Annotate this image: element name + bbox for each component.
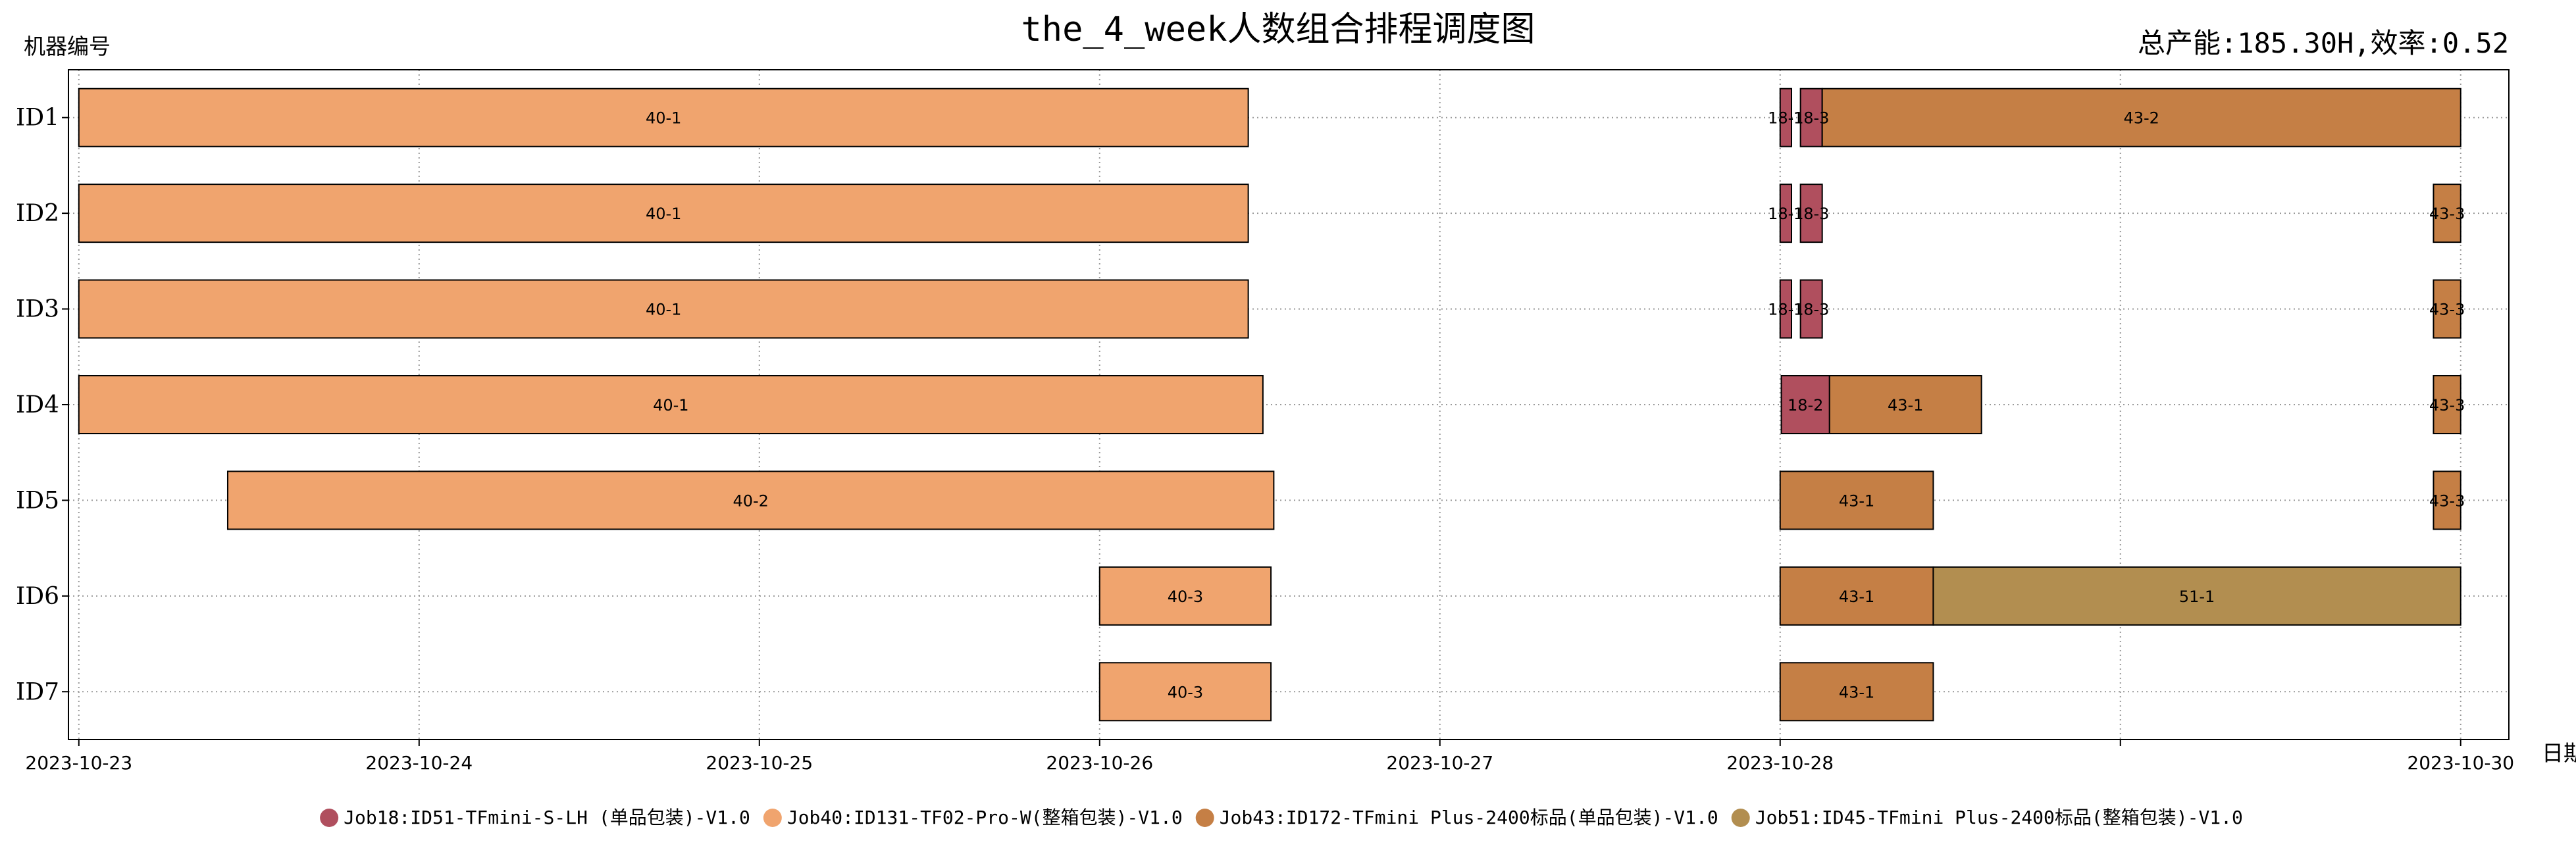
task-bar <box>1779 662 1934 722</box>
y-tick-label: ID4 <box>16 391 59 418</box>
legend-label: Job51:ID45-TFmini Plus-2400标品(整箱包装)-V1.0 <box>1755 807 2243 828</box>
task-label: 43-1 <box>1839 588 1874 606</box>
y-tick-label: ID3 <box>16 296 59 323</box>
task-bar <box>1098 566 1272 626</box>
task-bar <box>1799 279 1823 339</box>
task-labels: 40-1 18-118-3 43-240-1 18-118-3 43-340-1 18-1… <box>646 109 2465 702</box>
legend-marker <box>320 809 339 827</box>
task-label: 18-3 <box>1793 301 1829 319</box>
y-tick-label: ID7 <box>16 678 59 705</box>
chart-subtitle: 总产能:185.30H,效率:0.52 <box>2138 27 2509 59</box>
grid-lines <box>68 70 2509 740</box>
task-label: 40-3 <box>1168 588 1203 606</box>
y-ticks: ID1 ID2 ID3 ID4 ID5 ID6 ID7 <box>16 105 68 705</box>
task-label: 40-2 <box>733 491 768 510</box>
legend-label: Job18:ID51-TFmini-S-LH (单品包装)-V1.0 <box>344 807 750 828</box>
task-label: 43-1 <box>1888 396 1923 414</box>
task-bar <box>1779 279 1793 339</box>
task-bar <box>1821 88 2461 147</box>
x-tick-label: 2023-10-30 <box>2407 752 2514 774</box>
task-label: 43-1 <box>1839 683 1874 701</box>
task-label: 43-3 <box>2429 301 2465 319</box>
task-label: 40-1 <box>653 396 688 414</box>
x-axis-label: 日期 <box>2542 740 2576 766</box>
task-bar <box>1779 470 1934 530</box>
task-label: 43-3 <box>2429 491 2465 510</box>
x-tick-label: 2023-10-26 <box>1046 752 1153 774</box>
task-bar <box>1779 184 1793 243</box>
y-tick-label: ID5 <box>16 487 59 514</box>
legend-marker <box>763 809 782 827</box>
task-label: 18-2 <box>1788 396 1823 414</box>
task-bar <box>2433 470 2461 530</box>
task-label: 40-3 <box>1168 683 1203 701</box>
x-tick-label: 2023-10-24 <box>365 752 473 774</box>
task-label: 40-1 <box>646 205 681 223</box>
task-label: 18-1 <box>1768 301 1803 319</box>
legend-label: Job40:ID131-TF02-Pro-W(整箱包装)-V1.0 <box>787 807 1183 828</box>
task-label: 18-3 <box>1793 109 1829 128</box>
legend-label: Job43:ID172-TFmini Plus-2400标品(单品包装)-V1.… <box>1220 807 1718 828</box>
task-label: 43-2 <box>2123 109 2159 128</box>
y-tick-label: ID6 <box>16 583 59 610</box>
task-bar <box>1828 375 1982 434</box>
task-bar <box>226 470 1275 530</box>
task-bar <box>1780 375 1830 434</box>
task-bar <box>1779 566 1934 626</box>
task-bar <box>2433 279 2461 339</box>
x-tick-label: 2023-10-23 <box>25 752 132 774</box>
task-bar <box>1779 88 1793 147</box>
task-bar <box>2433 184 2461 243</box>
task-label: 18-3 <box>1793 205 1829 223</box>
task-bars <box>78 88 2461 722</box>
task-bar <box>1932 566 2461 626</box>
task-label: 43-3 <box>2429 396 2465 414</box>
task-label: 18-1 <box>1768 109 1803 128</box>
task-bar <box>1098 662 1272 722</box>
task-bar <box>1799 88 1823 147</box>
task-bar <box>78 375 1264 434</box>
x-tick-label: 2023-10-28 <box>1726 752 1834 774</box>
task-bar <box>78 279 1249 339</box>
x-tick-label: 2023-10-27 <box>1386 752 1493 774</box>
legend-marker <box>1731 809 1750 827</box>
x-tick-label: 2023-10-25 <box>706 752 813 774</box>
task-label: 40-1 <box>646 109 681 128</box>
task-bar <box>78 184 1249 243</box>
task-bar <box>2433 375 2461 434</box>
y-tick-label: ID1 <box>16 105 59 132</box>
task-label: 18-1 <box>1768 205 1803 223</box>
legend-marker <box>1195 809 1214 827</box>
y-tick-label: ID2 <box>16 200 59 227</box>
task-bar <box>1799 184 1823 243</box>
y-axis-label: 机器编号 <box>24 34 111 59</box>
legend: Job18:ID51-TFmini-S-LH (单品包装)-V1.0 Job40:… <box>320 807 2243 828</box>
task-label: 40-1 <box>646 301 681 319</box>
task-label: 43-1 <box>1839 491 1874 510</box>
chart-title: the_4_week人数组合排程调度图 <box>1021 10 1535 49</box>
task-label: 51-1 <box>2179 588 2215 606</box>
x-ticks: 2023-10-23 2023-10-24 2023-10-25 2023-10-26… <box>25 740 2514 774</box>
task-bar <box>78 88 1249 147</box>
task-label: 43-3 <box>2429 205 2465 223</box>
